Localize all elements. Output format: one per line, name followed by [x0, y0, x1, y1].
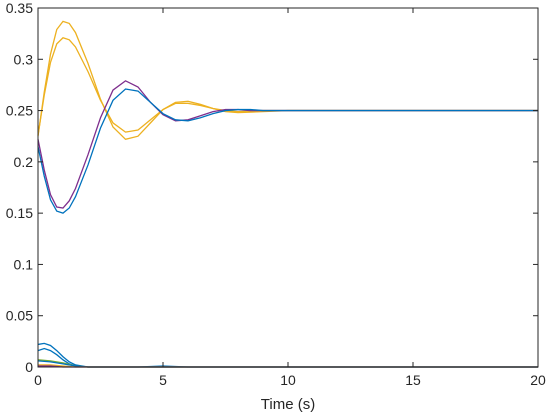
y-tick-label: 0.05 — [6, 308, 33, 324]
x-tick-label: 0 — [34, 372, 42, 388]
series-line-1 — [37, 20, 538, 141]
x-tick-label: 10 — [280, 372, 296, 388]
y-tick-label: 0.1 — [14, 256, 34, 272]
series-line-4 — [37, 88, 538, 214]
x-tick-label: 5 — [159, 372, 167, 388]
y-tick-label: 0.3 — [14, 51, 34, 67]
x-axis-title: Time (s) — [261, 396, 315, 413]
x-axis-ticks: 0 5 10 15 20 — [34, 8, 546, 388]
y-tick-label: 0.15 — [6, 205, 33, 221]
y-tick-label: 0.35 — [6, 0, 33, 16]
x-tick-label: 15 — [405, 372, 421, 388]
y-axis-ticks: 0 0.05 0.1 0.15 0.2 0.25 0.3 0.35 — [6, 0, 538, 375]
y-tick-label: 0 — [25, 359, 33, 375]
y-tick-label: 0.25 — [6, 103, 33, 119]
y-tick-label: 0.2 — [14, 154, 34, 170]
x-tick-label: 20 — [530, 372, 546, 388]
